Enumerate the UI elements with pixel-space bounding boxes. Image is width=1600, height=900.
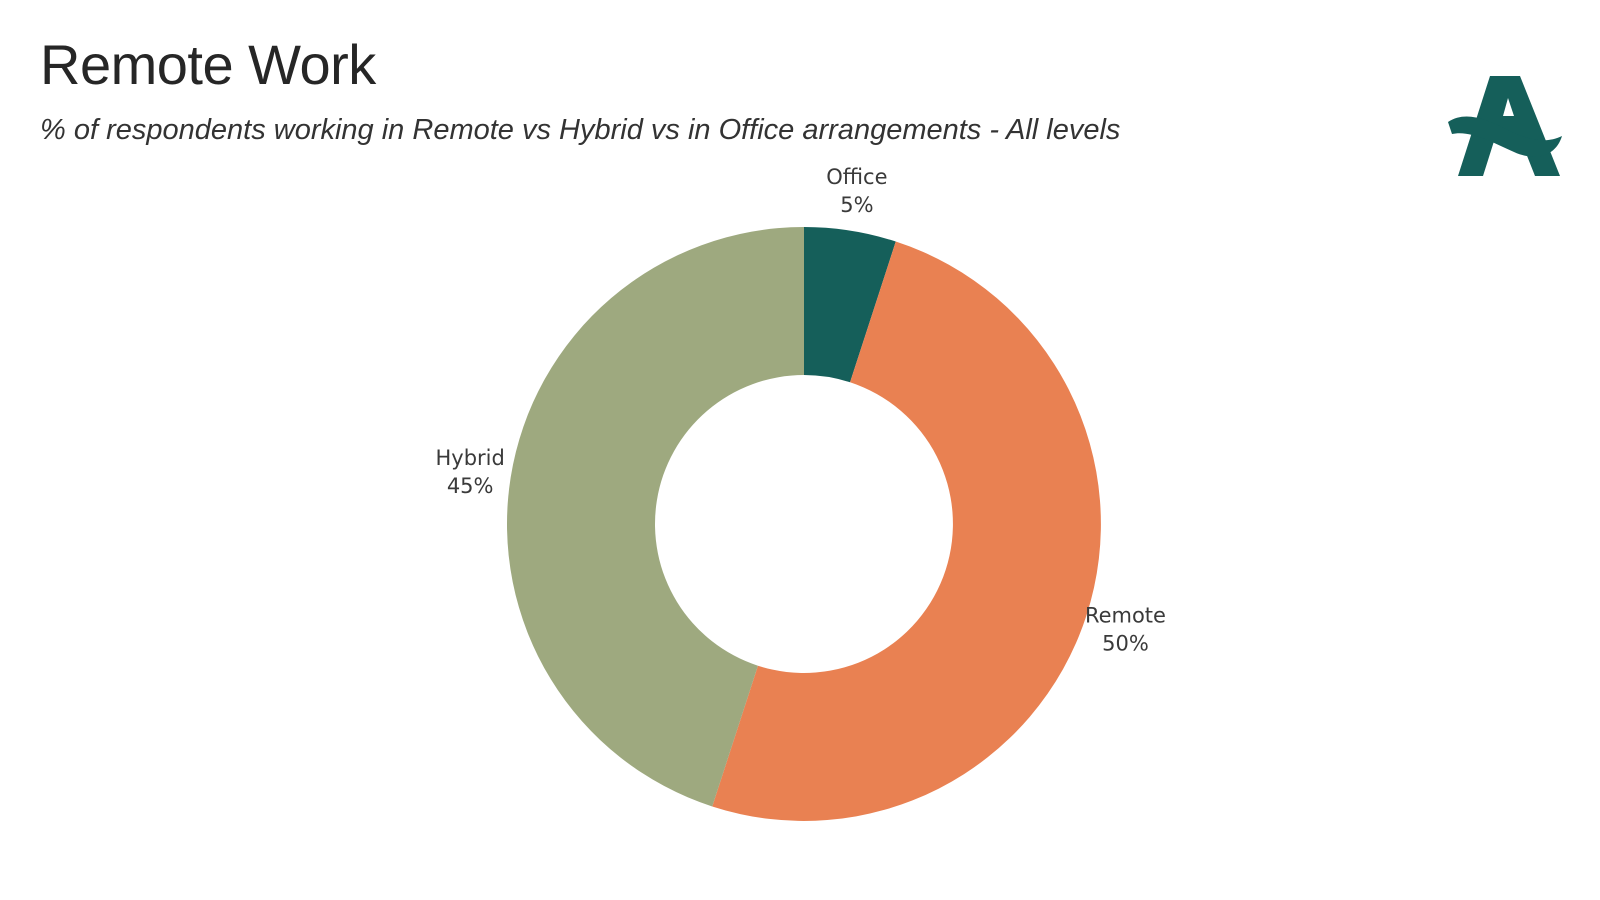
slice-remote — [712, 241, 1101, 821]
data-label-office: Office 5% — [826, 165, 887, 217]
chart-labels: Office 5% Remote 50% Hybrid 45% — [435, 165, 1165, 655]
slice-value-remote: 50% — [1102, 631, 1149, 655]
slice-office — [804, 227, 896, 383]
slice-label-remote: Remote — [1085, 603, 1166, 627]
slice-value-hybrid: 45% — [447, 474, 494, 498]
brand-a-logo-icon — [1448, 76, 1562, 176]
slice-label-hybrid: Hybrid — [435, 446, 504, 470]
data-label-hybrid: Hybrid 45% — [435, 446, 504, 498]
slice-label-office: Office — [826, 165, 887, 189]
chart-slices — [506, 227, 1101, 821]
page-title: Remote Work — [40, 33, 376, 96]
data-label-remote: Remote 50% — [1085, 603, 1166, 655]
page-subtitle: % of respondents working in Remote vs Hy… — [40, 114, 1121, 146]
slice-hybrid — [506, 227, 804, 807]
slice-value-office: 5% — [840, 193, 873, 217]
